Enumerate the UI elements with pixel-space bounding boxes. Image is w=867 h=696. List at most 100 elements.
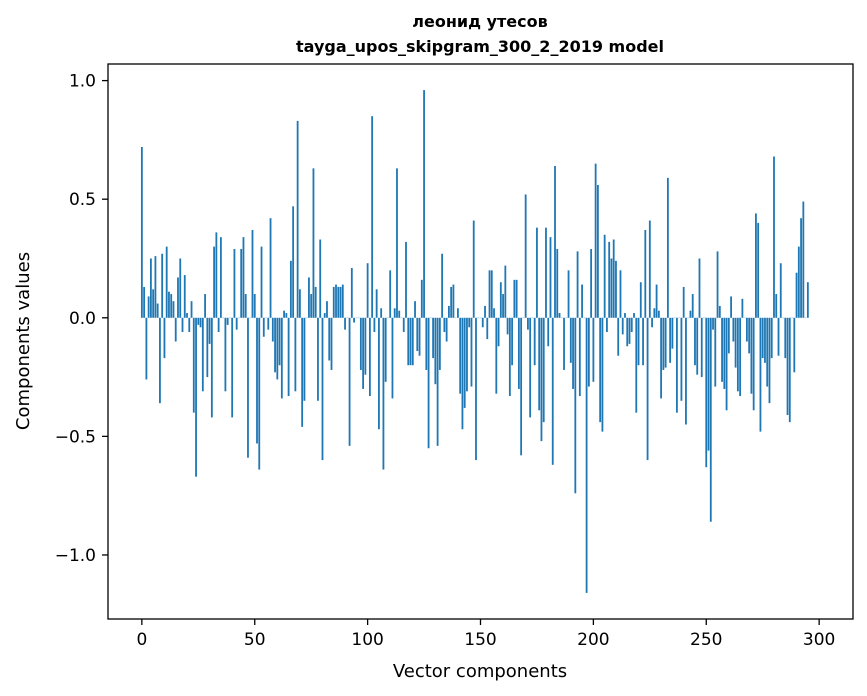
bar-86 (335, 284, 337, 318)
bar-87 (337, 286, 340, 318)
bar-223 (644, 230, 647, 318)
bar-239 (680, 317, 683, 401)
bar-106 (380, 308, 383, 318)
bar-32 (213, 246, 216, 318)
bar-214 (624, 313, 626, 318)
bar-161 (504, 265, 507, 318)
bar-38 (226, 317, 229, 325)
bar-210 (615, 260, 617, 318)
bar-262 (732, 317, 735, 342)
bar-179 (545, 227, 547, 318)
bar-281 (775, 294, 778, 318)
bar-203 (599, 317, 602, 423)
bar-295 (806, 282, 809, 318)
bar-127 (427, 317, 430, 449)
bar-64 (285, 313, 288, 318)
plot-frame (107, 63, 854, 620)
bar-35 (219, 237, 222, 318)
bar-206 (606, 317, 608, 333)
bar-132 (438, 317, 441, 370)
bar-81 (323, 313, 326, 318)
bar-181 (549, 237, 552, 318)
x-axis-label: Vector components (393, 661, 567, 682)
bar-212 (619, 270, 622, 318)
bar-11 (165, 246, 168, 318)
bar-151 (481, 317, 484, 328)
bar-260 (727, 317, 730, 354)
bar-255 (716, 251, 719, 318)
bar-77 (314, 286, 317, 318)
bar-129 (432, 317, 434, 359)
bar-135 (445, 317, 448, 342)
bar-62 (280, 317, 283, 399)
bar-131 (436, 317, 439, 446)
bar-211 (617, 317, 620, 356)
bar-147 (472, 220, 475, 318)
bar-162 (506, 317, 509, 335)
bar-174 (533, 317, 536, 366)
bar-141 (459, 317, 462, 394)
bar-171 (527, 317, 529, 330)
bar-20 (186, 313, 188, 318)
bar-253 (712, 317, 714, 330)
x-tick-label: 0 (136, 630, 147, 650)
bar-102 (371, 116, 374, 318)
bar-208 (610, 258, 613, 318)
bar-245 (694, 317, 696, 366)
bar-160 (502, 294, 504, 318)
bar-219 (635, 317, 638, 413)
bar-231 (662, 317, 665, 370)
bar-184 (556, 249, 559, 318)
bar-1 (143, 286, 146, 318)
bar-5 (152, 289, 155, 318)
bar-167 (517, 317, 520, 389)
bar-246 (696, 317, 699, 375)
bar-78 (317, 317, 319, 401)
bar-71 (301, 317, 304, 427)
bar-16 (177, 277, 179, 318)
bar-34 (217, 317, 220, 333)
bar-229 (657, 310, 660, 318)
bar-113 (396, 168, 398, 318)
bar-247 (698, 258, 701, 318)
bar-163 (508, 317, 511, 397)
bar-60 (276, 317, 279, 380)
x-tick-label: 100 (351, 630, 383, 650)
bar-58 (271, 317, 274, 342)
bar-74 (308, 277, 310, 318)
bar-290 (795, 272, 798, 318)
bar-84 (330, 317, 333, 370)
bar-33 (215, 232, 218, 318)
bar-30 (208, 317, 211, 344)
bar-42 (235, 317, 238, 330)
bar-99 (364, 317, 367, 375)
bar-292 (800, 218, 802, 318)
bar-59 (274, 317, 276, 373)
bar-47 (247, 317, 249, 458)
bar-194 (578, 317, 581, 397)
bar-215 (626, 317, 629, 347)
bar-263 (734, 317, 737, 368)
bar-76 (312, 168, 315, 318)
bar-195 (581, 284, 583, 318)
bar-291 (797, 246, 800, 318)
bar-24 (195, 317, 197, 477)
bar-137 (450, 286, 453, 318)
bar-274 (759, 317, 762, 432)
bar-9 (161, 253, 164, 318)
bar-92 (348, 317, 351, 446)
bar-88 (339, 286, 342, 318)
bar-117 (405, 241, 407, 318)
bar-72 (303, 317, 306, 401)
x-axis-ticks: 0 50 100 150 200 250 300 (136, 619, 835, 650)
bar-25 (197, 317, 200, 325)
bar-56 (267, 317, 270, 330)
bar-82 (326, 301, 328, 318)
x-tick-label: 300 (803, 630, 835, 650)
bar-275 (761, 317, 764, 359)
bar-244 (691, 294, 694, 318)
bar-170 (524, 194, 527, 318)
bar-130 (434, 317, 437, 385)
bar-79 (319, 239, 322, 318)
bar-134 (443, 317, 446, 333)
